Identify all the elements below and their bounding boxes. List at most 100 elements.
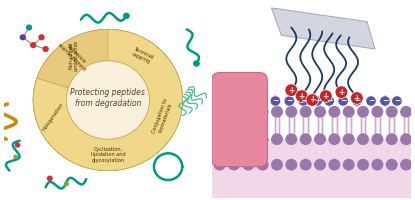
Text: −: − — [300, 96, 306, 105]
Circle shape — [343, 106, 355, 118]
FancyBboxPatch shape — [212, 73, 267, 167]
Text: +: + — [354, 94, 360, 103]
Polygon shape — [271, 8, 375, 49]
Circle shape — [324, 96, 334, 106]
Circle shape — [286, 133, 297, 145]
Circle shape — [352, 96, 362, 106]
Text: Halogenation: Halogenation — [41, 102, 64, 132]
Text: +: + — [338, 88, 344, 97]
Text: −: − — [340, 96, 346, 105]
Circle shape — [386, 159, 398, 171]
Text: −: − — [394, 96, 400, 105]
Circle shape — [357, 106, 369, 118]
Circle shape — [14, 155, 17, 158]
Circle shape — [335, 86, 348, 98]
Bar — [212, 139, 411, 198]
Circle shape — [343, 159, 355, 171]
Circle shape — [43, 47, 48, 51]
Circle shape — [328, 133, 340, 145]
Circle shape — [366, 96, 376, 106]
Circle shape — [314, 133, 326, 145]
Circle shape — [256, 106, 269, 118]
Circle shape — [380, 96, 390, 106]
Wedge shape — [37, 29, 183, 171]
Circle shape — [328, 159, 340, 171]
Text: −: − — [354, 96, 360, 105]
Circle shape — [194, 61, 199, 66]
Circle shape — [320, 90, 332, 102]
Text: −: − — [286, 96, 293, 105]
Circle shape — [298, 96, 308, 106]
Circle shape — [228, 106, 240, 118]
Circle shape — [271, 133, 283, 145]
Circle shape — [270, 96, 281, 106]
Circle shape — [343, 133, 355, 145]
Circle shape — [371, 106, 383, 118]
Text: +: + — [298, 92, 305, 101]
Circle shape — [47, 176, 52, 181]
Circle shape — [16, 143, 20, 147]
Text: +: + — [323, 92, 329, 101]
Circle shape — [400, 106, 412, 118]
Circle shape — [328, 106, 340, 118]
Circle shape — [295, 90, 308, 102]
Circle shape — [228, 133, 240, 145]
Text: −: − — [326, 96, 332, 105]
Circle shape — [39, 35, 44, 40]
Circle shape — [300, 133, 312, 145]
Circle shape — [20, 35, 25, 40]
Circle shape — [64, 182, 68, 186]
Text: −: − — [368, 96, 374, 105]
Circle shape — [242, 159, 254, 171]
Text: −: − — [314, 96, 320, 105]
Circle shape — [300, 106, 312, 118]
Circle shape — [371, 133, 383, 145]
Text: Non-coded
amino acids: Non-coded amino acids — [68, 41, 79, 71]
Circle shape — [284, 96, 295, 106]
Circle shape — [312, 96, 322, 106]
Circle shape — [386, 133, 398, 145]
Wedge shape — [33, 29, 183, 157]
Circle shape — [214, 106, 226, 118]
Circle shape — [386, 106, 398, 118]
Circle shape — [228, 159, 240, 171]
Wedge shape — [33, 29, 183, 171]
Circle shape — [351, 92, 363, 104]
Circle shape — [285, 84, 298, 96]
Text: +: + — [309, 96, 315, 104]
Circle shape — [314, 106, 326, 118]
Text: +: + — [288, 86, 295, 95]
Circle shape — [371, 159, 383, 171]
Text: Conjugation to
biomaterials: Conjugation to biomaterials — [152, 98, 175, 136]
Circle shape — [214, 133, 226, 145]
Circle shape — [314, 159, 326, 171]
Circle shape — [242, 106, 254, 118]
Circle shape — [31, 43, 36, 47]
Text: Sequence
rearrangement: Sequence rearrangement — [56, 38, 91, 73]
Circle shape — [400, 133, 412, 145]
Circle shape — [271, 106, 283, 118]
Circle shape — [271, 159, 283, 171]
Wedge shape — [33, 29, 183, 171]
Circle shape — [124, 13, 129, 18]
Text: Cyclization,
lipidation and
glycosylation: Cyclization, lipidation and glycosylatio… — [90, 147, 125, 163]
Wedge shape — [33, 29, 179, 171]
Circle shape — [27, 25, 32, 30]
Text: Protecting peptides
from degradation: Protecting peptides from degradation — [71, 88, 145, 108]
Circle shape — [214, 159, 226, 171]
Text: −: − — [382, 96, 388, 105]
Circle shape — [256, 133, 269, 145]
Circle shape — [66, 61, 149, 139]
Circle shape — [242, 133, 254, 145]
Text: Terminal
capping: Terminal capping — [130, 46, 154, 65]
Circle shape — [338, 96, 348, 106]
Circle shape — [256, 159, 269, 171]
Circle shape — [400, 159, 412, 171]
Circle shape — [286, 106, 297, 118]
Wedge shape — [33, 29, 183, 171]
Circle shape — [357, 159, 369, 171]
Circle shape — [286, 159, 297, 171]
Circle shape — [306, 94, 319, 106]
Circle shape — [357, 133, 369, 145]
Circle shape — [300, 159, 312, 171]
